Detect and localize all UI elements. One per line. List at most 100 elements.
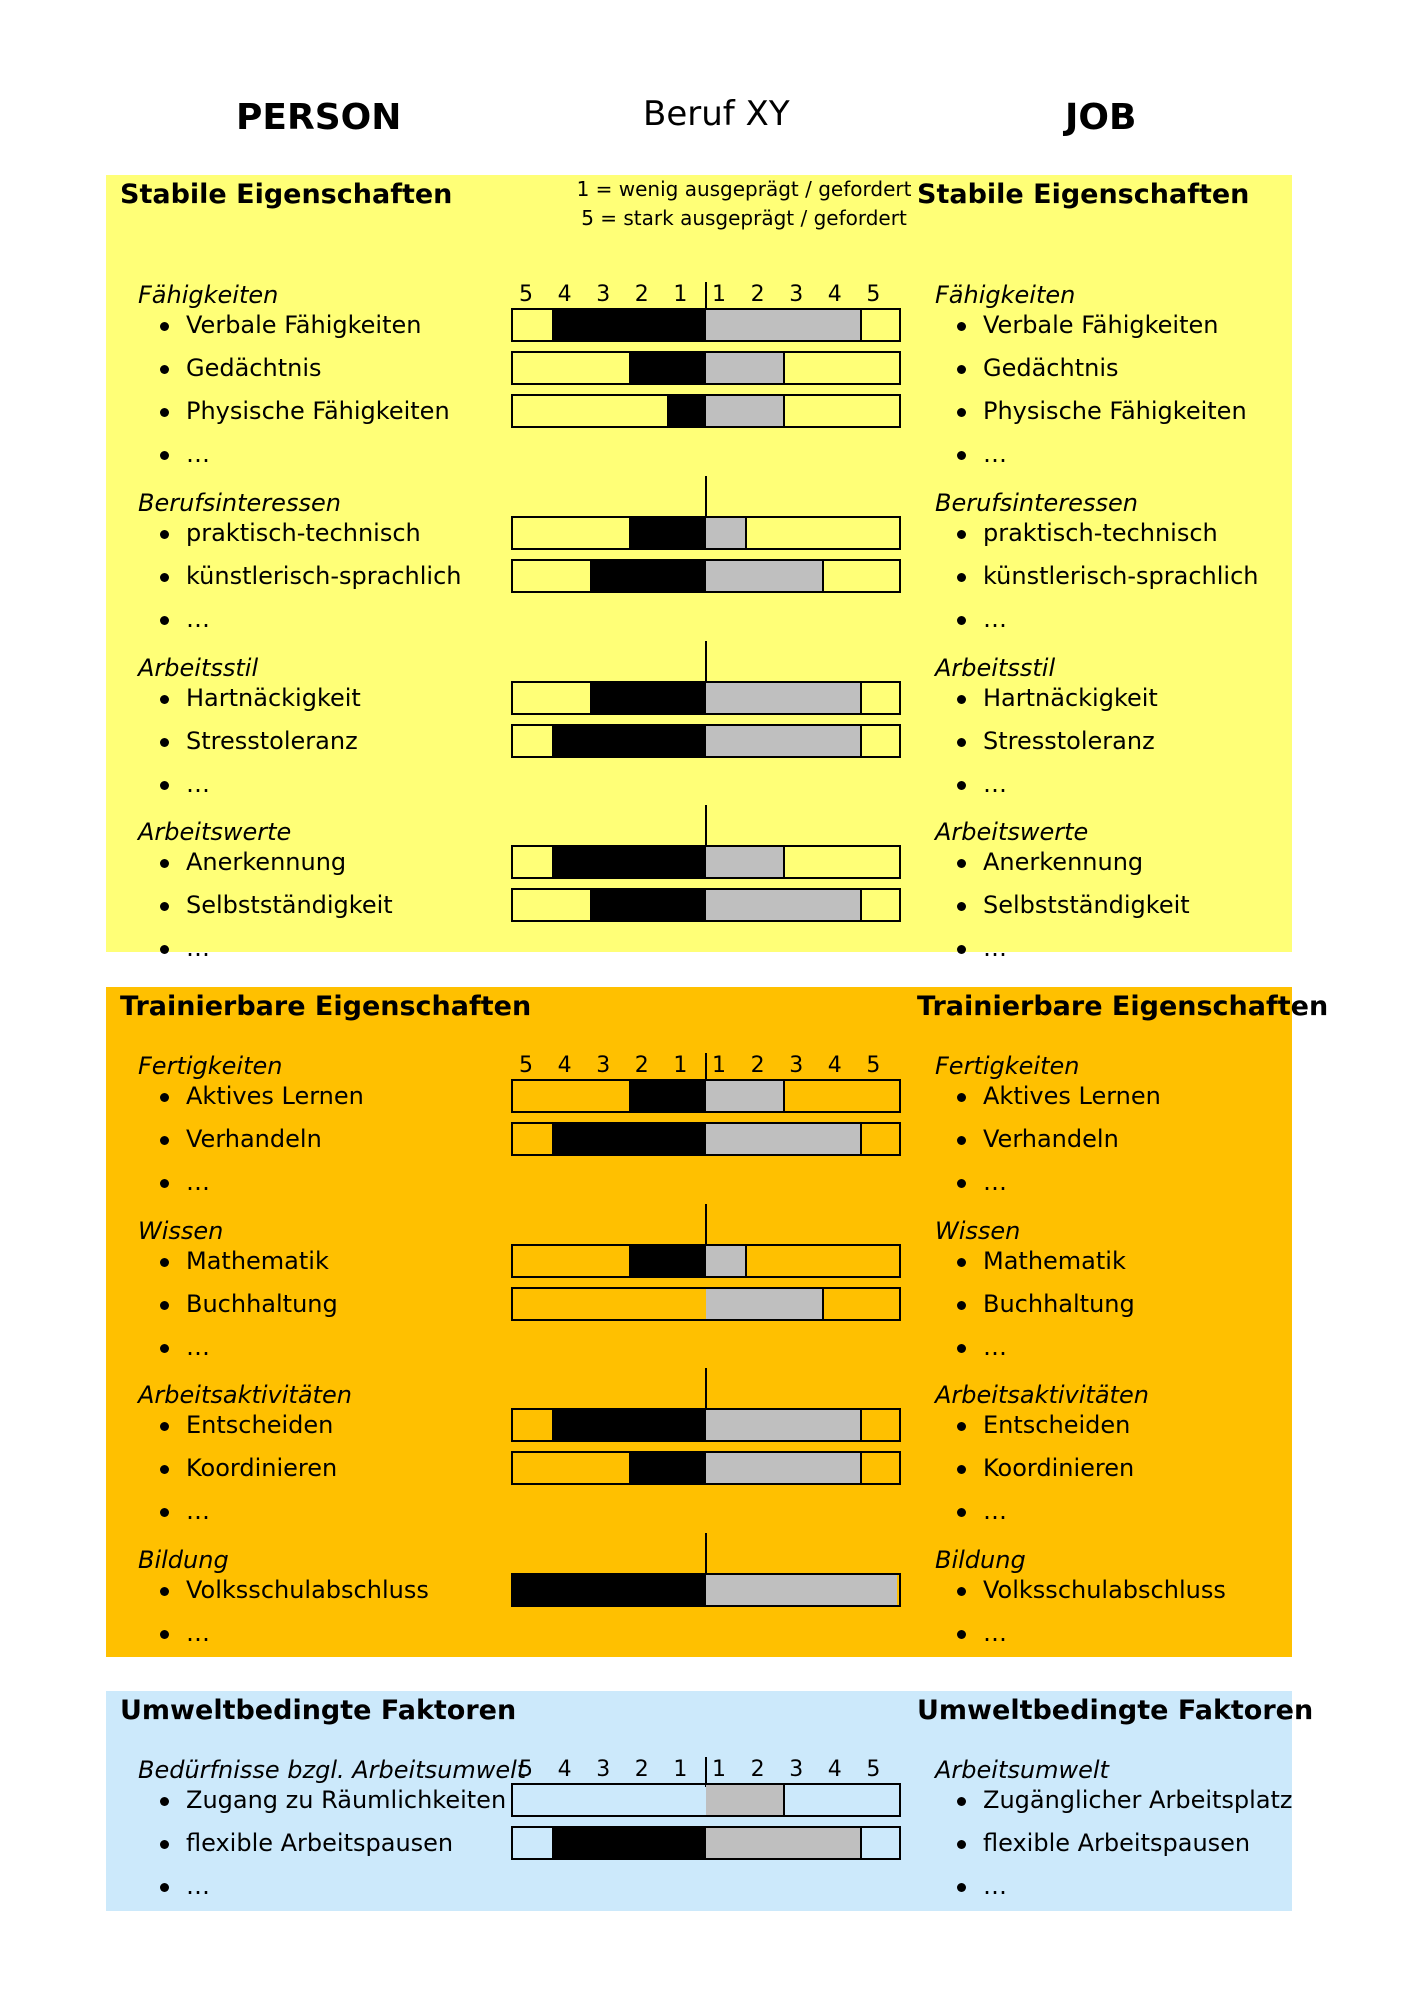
section-title-right: Umweltbedingte Faktoren xyxy=(917,1695,1314,1726)
scale-number: 1 xyxy=(673,1053,688,1078)
job-rating-bar xyxy=(706,353,786,383)
rating-bar xyxy=(511,559,901,593)
person-rating-bar xyxy=(551,310,706,340)
item-label-left: Verbale Fähigkeiten xyxy=(159,311,422,339)
item-label-left: Anerkennung xyxy=(159,848,347,876)
job-rating-bar xyxy=(706,847,786,877)
scale-center-axis xyxy=(705,476,707,520)
item-label-right: Selbstständigkeit xyxy=(957,891,1190,919)
person-rating-bar xyxy=(628,1453,706,1483)
scale-center-axis xyxy=(705,1757,707,1787)
item-label-left: … xyxy=(160,934,210,962)
person-column-header: PERSON xyxy=(236,97,402,138)
category-label-right: Wissen xyxy=(935,1217,1021,1245)
item-label-left: Gedächtnis xyxy=(160,354,322,382)
category-label-right: Arbeitsumwelt xyxy=(935,1756,1109,1784)
item-label-right: … xyxy=(957,1497,1007,1525)
person-rating-bar xyxy=(667,396,706,426)
rating-bar xyxy=(511,1244,901,1278)
section-title-left: Umweltbedingte Faktoren xyxy=(120,1695,517,1726)
scale-center-axis xyxy=(705,805,707,849)
scale-number: 2 xyxy=(750,1757,765,1782)
scale-center-axis xyxy=(705,641,707,685)
person-rating-bar xyxy=(628,353,706,383)
item-label-right: Anerkennung xyxy=(956,848,1144,876)
category-label-left: Arbeitsstil xyxy=(138,654,259,682)
item-label-left: Buchhaltung xyxy=(160,1290,338,1318)
item-label-left: Koordinieren xyxy=(159,1454,338,1482)
section-title-right: Stabile Eigenschaften xyxy=(917,179,1250,210)
person-rating-bar xyxy=(551,1828,706,1858)
person-rating-bar xyxy=(551,726,706,756)
job-rating-bar xyxy=(706,1453,863,1483)
rating-bar xyxy=(511,351,901,385)
rating-bar xyxy=(511,1783,901,1817)
rating-bar xyxy=(511,516,901,550)
item-label-right: praktisch-technisch xyxy=(957,519,1218,547)
scale-legend: 1 = wenig ausgeprägt / gefordert 5 = sta… xyxy=(544,175,944,233)
scale-center-axis xyxy=(705,1053,707,1083)
scale-center-axis xyxy=(705,1204,707,1248)
rating-bar xyxy=(511,308,901,342)
scale-number: 5 xyxy=(866,282,881,307)
scale-number: 5 xyxy=(866,1757,881,1782)
scale-number: 2 xyxy=(750,282,765,307)
item-label-left: Verhandeln xyxy=(160,1125,322,1153)
scale-number: 1 xyxy=(712,282,726,307)
category-label-right: Berufsinteressen xyxy=(935,489,1138,517)
item-label-right: … xyxy=(957,440,1007,468)
job-rating-bar xyxy=(706,561,824,591)
job-rating-bar xyxy=(706,1124,863,1154)
item-label-right: Buchhaltung xyxy=(957,1290,1135,1318)
item-label-left: Zugang zu Räumlichkeiten xyxy=(159,1786,507,1814)
item-label-left: … xyxy=(160,1497,210,1525)
item-label-left: … xyxy=(160,1619,210,1647)
person-rating-bar xyxy=(551,1124,706,1154)
item-label-left: … xyxy=(160,770,210,798)
item-label-right: … xyxy=(957,1619,1007,1647)
item-label-left: künstlerisch-sprachlich xyxy=(160,562,462,590)
rating-bar xyxy=(511,1079,901,1113)
job-rating-bar xyxy=(706,1785,786,1815)
section-environmental-factors: Umweltbedingte Faktoren Umweltbedingte F… xyxy=(106,1691,1313,1911)
category-label-left: Bedürfnisse bzgl. Arbeitsumwelt xyxy=(138,1756,527,1784)
person-rating-bar xyxy=(628,1246,706,1276)
rating-bar xyxy=(511,724,901,758)
scale-number: 4 xyxy=(827,1757,842,1782)
scale-number: 1 xyxy=(712,1757,726,1782)
item-label-left: … xyxy=(160,440,210,468)
item-label-left: … xyxy=(160,1333,210,1361)
category-label-right: Fertigkeiten xyxy=(935,1052,1080,1080)
category-label-left: Fertigkeiten xyxy=(138,1052,283,1080)
rating-bar xyxy=(511,1451,901,1485)
job-rating-bar xyxy=(706,683,863,713)
scale-number: 5 xyxy=(519,1053,533,1078)
item-label-right: … xyxy=(957,770,1007,798)
scale-center-axis xyxy=(705,1533,707,1577)
scale-number: 4 xyxy=(827,1053,842,1078)
scale-number: 3 xyxy=(596,1053,611,1078)
category-label-left: Fähigkeiten xyxy=(138,281,279,309)
scale-number: 2 xyxy=(750,1053,765,1078)
item-label-left: … xyxy=(160,1168,210,1196)
scale-legend-line-2: 5 = stark ausgeprägt / gefordert xyxy=(581,206,907,230)
scale-number: 4 xyxy=(827,282,842,307)
item-label-right: Mathematik xyxy=(957,1247,1126,1275)
job-rating-bar xyxy=(706,518,747,548)
item-label-left: Aktives Lernen xyxy=(160,1082,364,1110)
rating-bar xyxy=(511,845,901,879)
category-label-right: Fähigkeiten xyxy=(935,281,1076,309)
item-label-left: … xyxy=(160,1872,210,1900)
scale-number: 3 xyxy=(596,1757,611,1782)
person-rating-bar xyxy=(590,890,706,920)
category-label-right: Arbeitsaktivitäten xyxy=(935,1381,1149,1409)
item-label-left: Stresstoleranz xyxy=(160,727,358,755)
job-rating-bar xyxy=(706,1575,897,1605)
rating-bar xyxy=(511,1826,901,1860)
scale-number: 5 xyxy=(519,282,533,307)
item-label-right: Entscheiden xyxy=(956,1411,1131,1439)
rating-bar xyxy=(511,1287,901,1321)
rating-bar xyxy=(511,1573,901,1607)
item-label-right: … xyxy=(957,934,1007,962)
